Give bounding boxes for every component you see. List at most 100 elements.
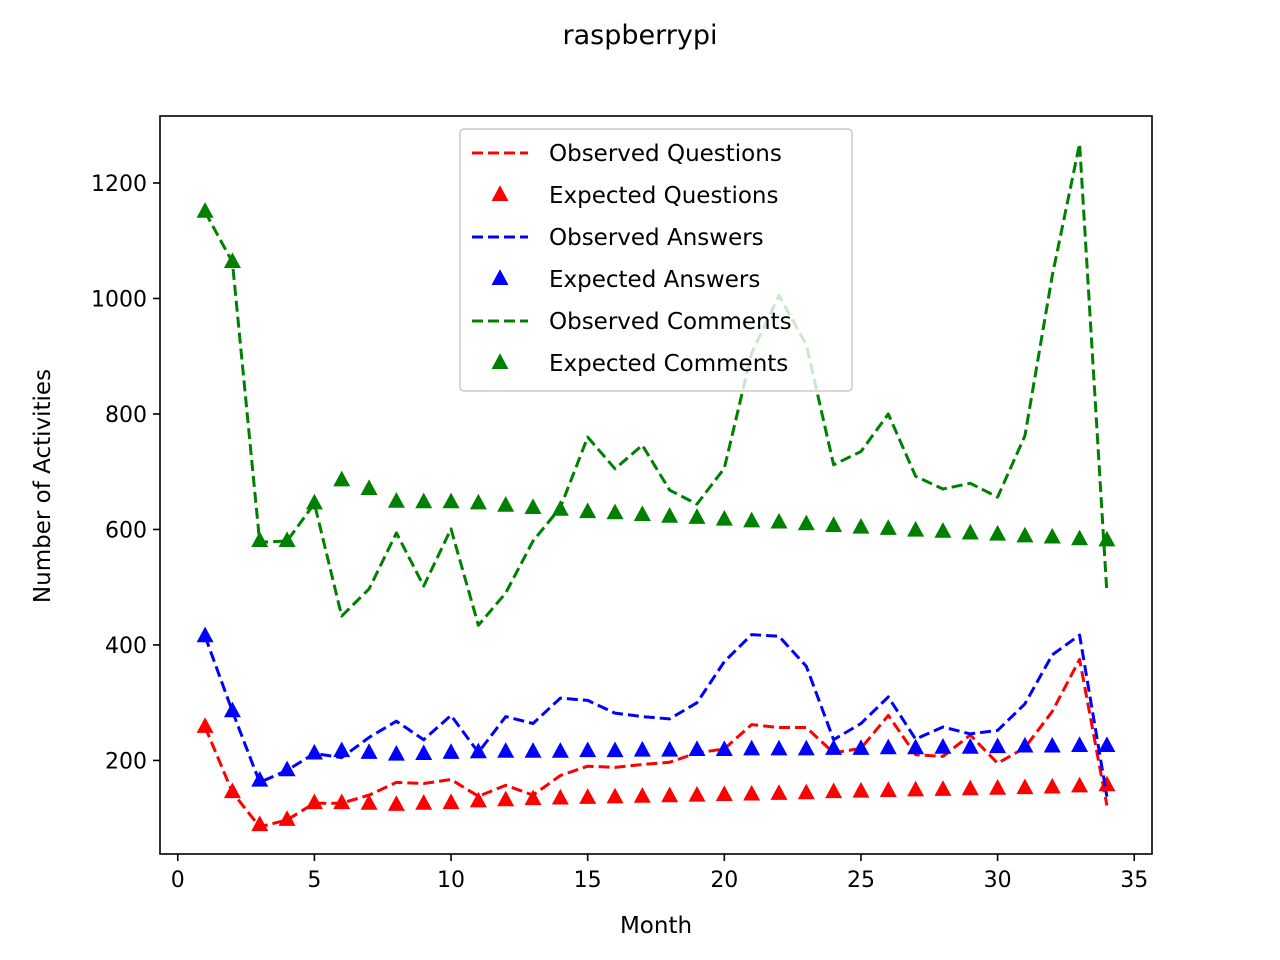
data-point (360, 479, 378, 495)
data-point (223, 701, 241, 718)
data-point (415, 744, 433, 761)
x-tick-label: 5 (307, 868, 321, 893)
data-point (989, 524, 1007, 541)
data-point (797, 514, 815, 531)
y-tick-label: 400 (105, 634, 147, 659)
data-point (196, 717, 214, 733)
x-tick-label: 30 (984, 868, 1012, 893)
x-tick-label: 0 (171, 868, 185, 893)
data-point (223, 252, 241, 269)
data-point (934, 780, 952, 796)
data-point (633, 740, 651, 757)
data-point (961, 738, 979, 754)
data-point (606, 503, 624, 520)
data-point (743, 784, 761, 801)
data-point (797, 739, 815, 756)
data-point (360, 794, 378, 810)
data-point (415, 492, 433, 509)
legend-label: Observed Comments (549, 309, 792, 335)
data-point (551, 500, 569, 516)
data-point (934, 738, 952, 754)
data-point (907, 780, 925, 797)
data-point (907, 520, 925, 537)
data-point (524, 789, 542, 806)
y-tick-label: 200 (105, 749, 147, 774)
y-tick-label: 600 (105, 518, 147, 543)
x-tick-label: 10 (437, 868, 465, 893)
data-point (879, 781, 897, 797)
data-point (1016, 526, 1034, 543)
data-point (360, 743, 378, 759)
data-point (524, 498, 542, 515)
x-axis-label: Month (620, 913, 692, 939)
series-4 (203, 142, 1109, 627)
legend-item: Observed Questions (472, 141, 782, 167)
data-point (1043, 777, 1061, 794)
series-2 (203, 633, 1109, 798)
data-point (251, 815, 269, 832)
data-point (852, 781, 870, 798)
data-point (278, 531, 296, 547)
data-point (223, 782, 241, 799)
data-point (442, 793, 460, 810)
legend-marker-swatch (491, 185, 509, 201)
data-point (387, 795, 405, 811)
data-point (1043, 736, 1061, 753)
data-point (333, 793, 351, 810)
series-0 (203, 657, 1109, 829)
data-point (196, 626, 214, 643)
y-tick-label: 1200 (91, 172, 147, 197)
series-line (203, 142, 1109, 627)
data-point (797, 783, 815, 800)
data-point (688, 508, 706, 524)
legend-item: Expected Questions (491, 183, 778, 209)
x-tick-label: 20 (710, 868, 738, 893)
data-point (251, 531, 269, 547)
legend-label: Expected Answers (549, 267, 760, 293)
data-point (770, 784, 788, 800)
data-point (1071, 776, 1089, 793)
data-point (879, 738, 897, 755)
data-point (524, 742, 542, 758)
series-5 (196, 202, 1116, 547)
data-point (579, 788, 597, 804)
data-point (907, 738, 925, 755)
data-point (469, 493, 487, 510)
data-point (251, 770, 269, 787)
data-point (387, 744, 405, 761)
data-point (1016, 778, 1034, 795)
data-point (442, 492, 460, 509)
y-tick-label: 800 (105, 403, 147, 428)
data-point (825, 739, 843, 755)
data-point (989, 779, 1007, 795)
data-point (497, 496, 515, 512)
data-point (852, 518, 870, 534)
x-tick-label: 25 (847, 868, 875, 893)
data-point (825, 516, 843, 532)
data-point (825, 782, 843, 799)
data-point (1043, 527, 1061, 544)
series-1 (196, 717, 1116, 832)
legend-label: Observed Questions (549, 141, 782, 167)
legend-item: Expected Answers (491, 267, 760, 293)
data-point (387, 492, 405, 508)
legend: Observed Questions Expected Questions Obse… (459, 128, 853, 392)
legend-marker-swatch (491, 353, 509, 369)
legend-box (459, 128, 853, 392)
y-axis-label: Number of Activities (30, 369, 56, 603)
data-point (305, 493, 323, 510)
legend-label: Expected Comments (549, 351, 788, 377)
data-point (661, 507, 679, 523)
series-3 (196, 626, 1116, 787)
data-point (1016, 736, 1034, 753)
data-point (715, 785, 733, 802)
data-point (879, 519, 897, 535)
y-tick-label: 1000 (91, 287, 147, 312)
data-point (278, 810, 296, 826)
legend-item: Observed Comments (472, 309, 792, 335)
data-point (579, 741, 597, 758)
data-point (333, 470, 351, 487)
data-point (661, 740, 679, 757)
data-point (551, 742, 569, 758)
